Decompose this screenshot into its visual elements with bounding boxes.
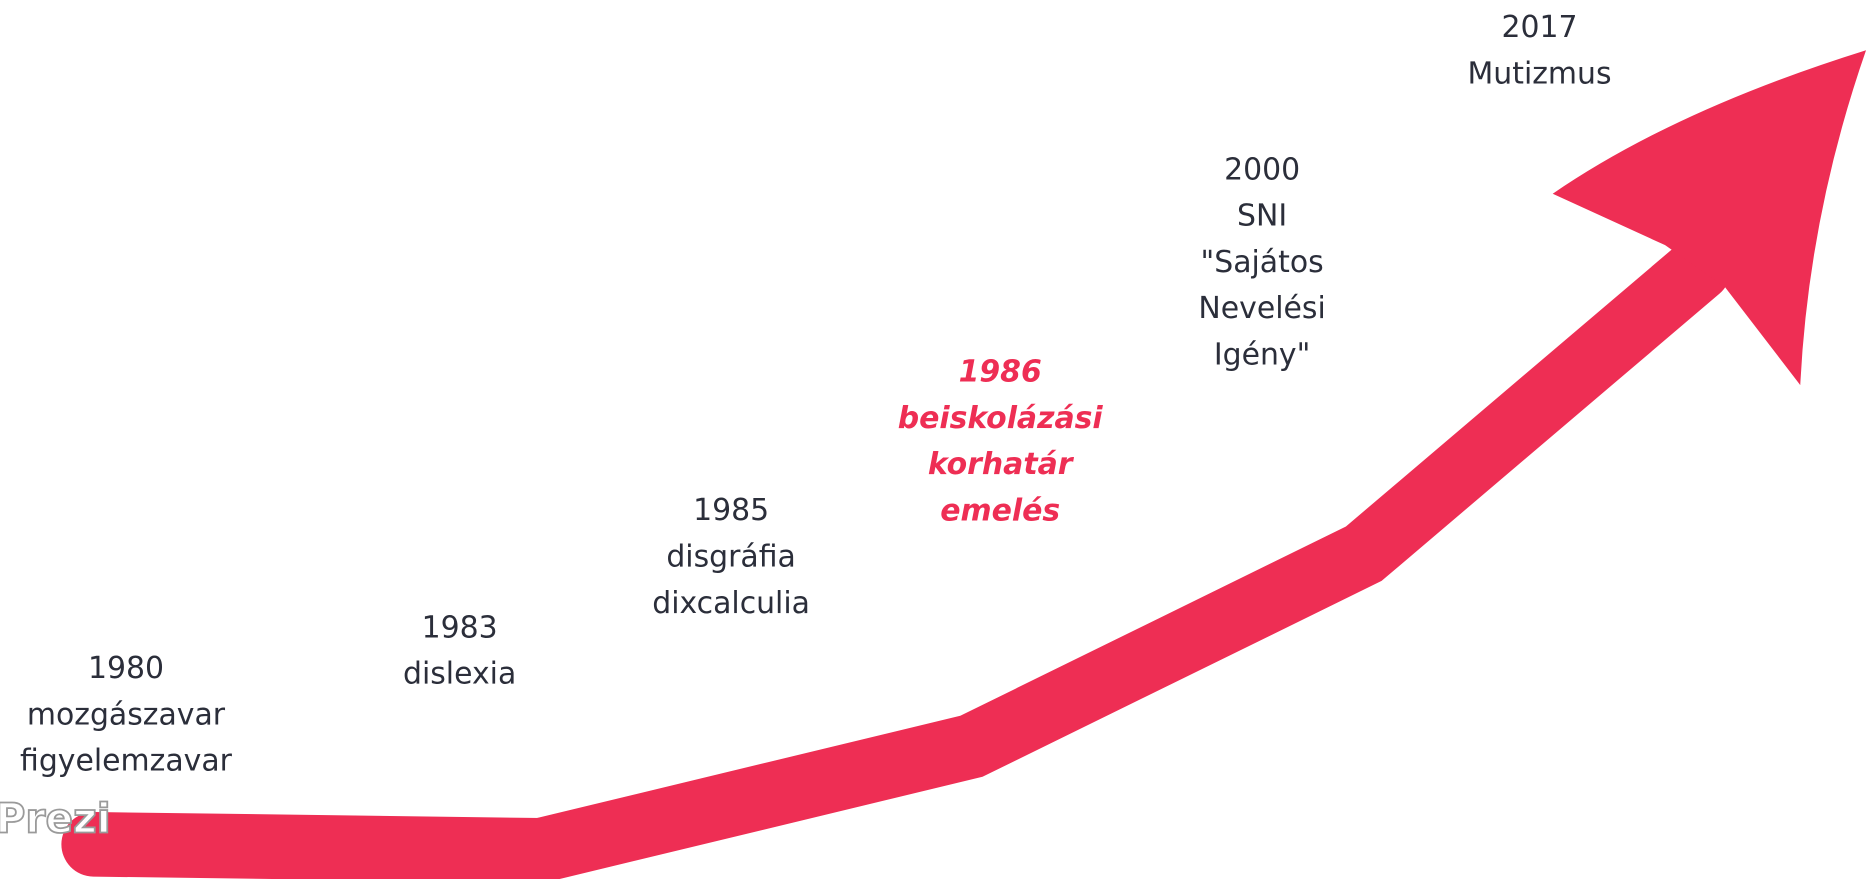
- event-line: figyelemzavar: [20, 744, 233, 779]
- event-line: disgráfia: [666, 540, 796, 575]
- arrow-body: [61, 236, 1731, 879]
- event-line: 1985: [693, 493, 769, 528]
- event-line: dixcalculia: [652, 586, 810, 621]
- event-line: Mutizmus: [1468, 56, 1612, 91]
- logo: Prezi: [0, 794, 111, 842]
- event-line: 1986: [959, 354, 1042, 389]
- event-label: 1985 disgráfia dixcalculia: [652, 493, 810, 621]
- event-line: 2000: [1224, 152, 1300, 187]
- event-label: 2017 Mutizmus: [1468, 10, 1612, 91]
- event-label: 2000 SNI "Sajátos Nevelési Igény": [1198, 152, 1325, 372]
- event-line: emelés: [940, 493, 1060, 528]
- arrow-head: [1552, 50, 1867, 386]
- event-line: SNI: [1237, 199, 1287, 234]
- event-line: 1980: [88, 651, 164, 686]
- event-line: Igény": [1214, 338, 1311, 373]
- event-label: 1983 dislexia: [403, 610, 516, 691]
- event-line: dislexia: [403, 657, 516, 692]
- event-line: 2017: [1502, 10, 1578, 45]
- event-line: 1983: [422, 610, 498, 645]
- event-line: korhatár: [928, 447, 1075, 482]
- event-label: 1986 beiskolázási korhatár emelés: [898, 354, 1104, 528]
- event-line: Nevelési: [1198, 291, 1325, 326]
- event-line: mozgászavar: [27, 697, 226, 732]
- event-line: "Sajátos: [1201, 245, 1324, 280]
- events: 1980 mozgászavar figyelemzavar 1983 dislexia…: [20, 10, 1612, 779]
- event-line: beiskolázási: [898, 401, 1104, 436]
- event-label: 1980 mozgászavar figyelemzavar: [20, 651, 233, 779]
